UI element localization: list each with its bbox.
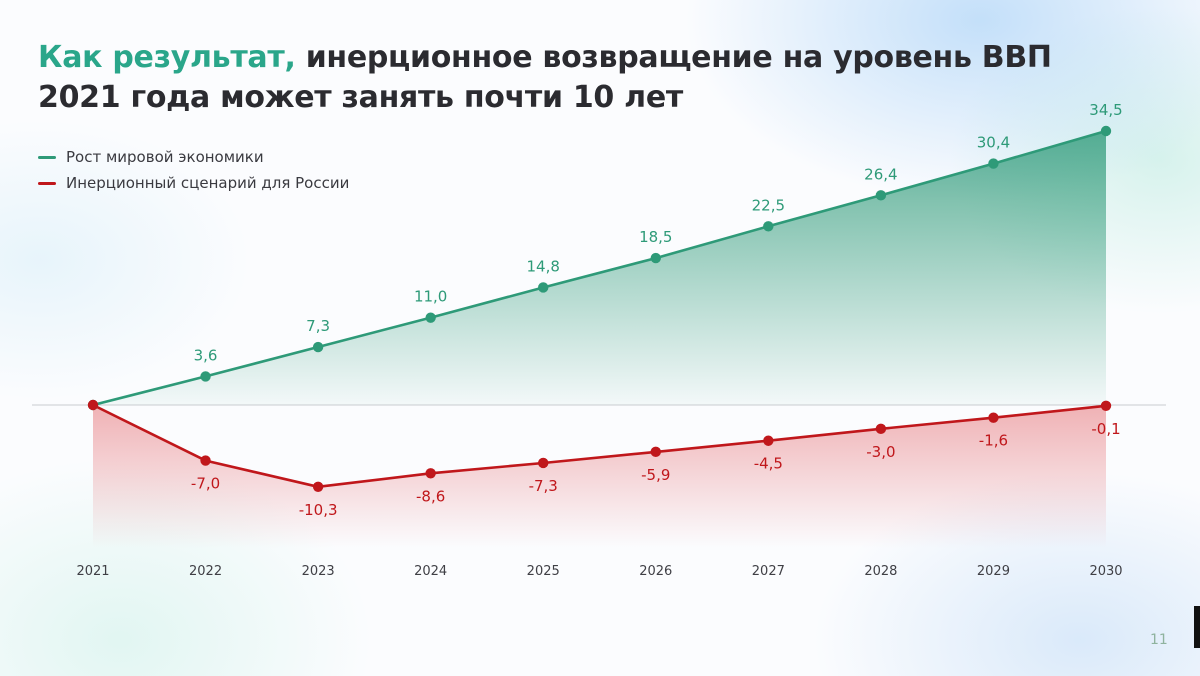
- data-label-russia-2028: -3,0: [866, 443, 895, 461]
- data-point-world-2026: [650, 252, 661, 264]
- legend-item-world: Рост мировой экономики: [38, 144, 349, 170]
- legend-item-russia: Инерционный сценарий для России: [38, 170, 349, 196]
- edge-bar: [1194, 606, 1200, 648]
- area-fill-world: [93, 131, 1106, 405]
- data-point-russia-2026: [650, 446, 661, 458]
- x-tick-label-2024: 2024: [414, 564, 447, 579]
- title-line2: 2021 года может занять почти 10 лет: [38, 80, 683, 115]
- data-label-world-2025: 14,8: [527, 257, 560, 275]
- x-tick-label-2022: 2022: [189, 564, 222, 579]
- area-fill-russia: [93, 405, 1106, 548]
- data-point-world-2030: [1100, 125, 1112, 137]
- x-tick-label-2023: 2023: [302, 564, 335, 579]
- data-label-world-2026: 18,5: [639, 228, 672, 246]
- legend-label-russia: Инерционный сценарий для России: [66, 174, 350, 192]
- x-tick-label-2025: 2025: [527, 564, 560, 579]
- data-label-world-2030: 34,5: [1089, 101, 1122, 119]
- data-label-world-2024: 11,0: [414, 288, 447, 306]
- legend-swatch-world: [38, 155, 56, 159]
- data-point-russia-2028: [875, 423, 887, 435]
- data-label-world-2022: 3,6: [194, 346, 218, 364]
- data-label-russia-2030: -0,1: [1091, 420, 1120, 438]
- data-point-russia-2024: [425, 468, 436, 479]
- title-accent: Как результат,: [38, 40, 296, 75]
- x-tick-label-2027: 2027: [752, 564, 785, 579]
- data-label-world-2023: 7,3: [306, 317, 330, 335]
- data-point-russia-2023: [312, 481, 324, 493]
- data-point-russia-2030: [1100, 400, 1112, 411]
- x-tick-label-2021: 2021: [76, 564, 109, 579]
- x-tick-label-2026: 2026: [639, 564, 672, 579]
- page-number: 11: [1150, 632, 1168, 648]
- series-line-russia: [91, 403, 1108, 489]
- x-tick-label-2028: 2028: [864, 564, 897, 579]
- data-point-world-2029: [988, 158, 999, 169]
- data-label-world-2029: 30,4: [977, 134, 1010, 152]
- data-point-russia-2029: [988, 412, 999, 423]
- data-label-world-2028: 26,4: [864, 165, 897, 183]
- x-tick-label-2029: 2029: [977, 564, 1010, 579]
- data-label-russia-2029: -1,6: [979, 432, 1008, 450]
- data-point-world-2025: [538, 282, 549, 293]
- data-point-russia-2025: [538, 457, 549, 469]
- slide-title: Как результат, инерционное возвращение н…: [38, 38, 1052, 118]
- title-rest: инерционное возвращение на уровень ВВП: [295, 40, 1052, 75]
- legend-swatch-russia: [38, 181, 56, 185]
- data-label-russia-2024: -8,6: [416, 487, 445, 505]
- data-point-world-2022: [200, 371, 211, 382]
- data-point-world-2024: [425, 312, 436, 323]
- chart-legend: Рост мировой экономики Инерционный сцена…: [38, 144, 349, 196]
- data-label-russia-2027: -4,5: [754, 455, 783, 473]
- data-label-russia-2023: -10,3: [299, 501, 338, 519]
- series-line-world: [91, 129, 1108, 407]
- data-label-russia-2025: -7,3: [529, 477, 558, 495]
- data-label-world-2027: 22,5: [752, 196, 785, 214]
- data-point-russia-2021: [87, 399, 99, 411]
- data-point-russia-2027: [763, 435, 774, 446]
- legend-label-world: Рост мировой экономики: [66, 148, 264, 166]
- x-tick-label-2030: 2030: [1089, 564, 1122, 579]
- data-point-world-2028: [875, 190, 887, 201]
- data-point-world-2027: [763, 221, 774, 232]
- data-label-russia-2022: -7,0: [191, 475, 220, 493]
- data-point-russia-2022: [200, 455, 211, 466]
- data-label-russia-2026: -5,9: [641, 466, 670, 484]
- data-point-world-2023: [312, 341, 324, 353]
